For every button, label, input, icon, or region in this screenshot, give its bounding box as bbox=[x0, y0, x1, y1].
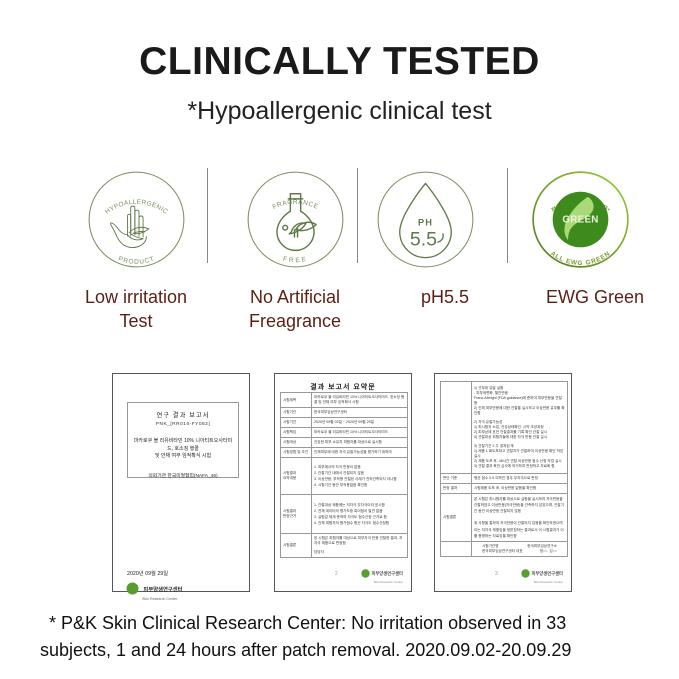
svg-text:FREE: FREE bbox=[282, 256, 308, 265]
svg-text:PRODUCT: PRODUCT bbox=[117, 255, 155, 265]
svg-text:5.5: 5.5 bbox=[410, 228, 437, 250]
svg-text:HYPOALLERGENIC: HYPOALLERGENIC bbox=[104, 199, 169, 216]
svg-text:GREEN: GREEN bbox=[562, 215, 598, 226]
svg-text:FRAGRANCE: FRAGRANCE bbox=[272, 199, 320, 211]
svg-text:PH: PH bbox=[418, 218, 433, 228]
svg-text:ALL EWG GREEN: ALL EWG GREEN bbox=[549, 250, 612, 267]
